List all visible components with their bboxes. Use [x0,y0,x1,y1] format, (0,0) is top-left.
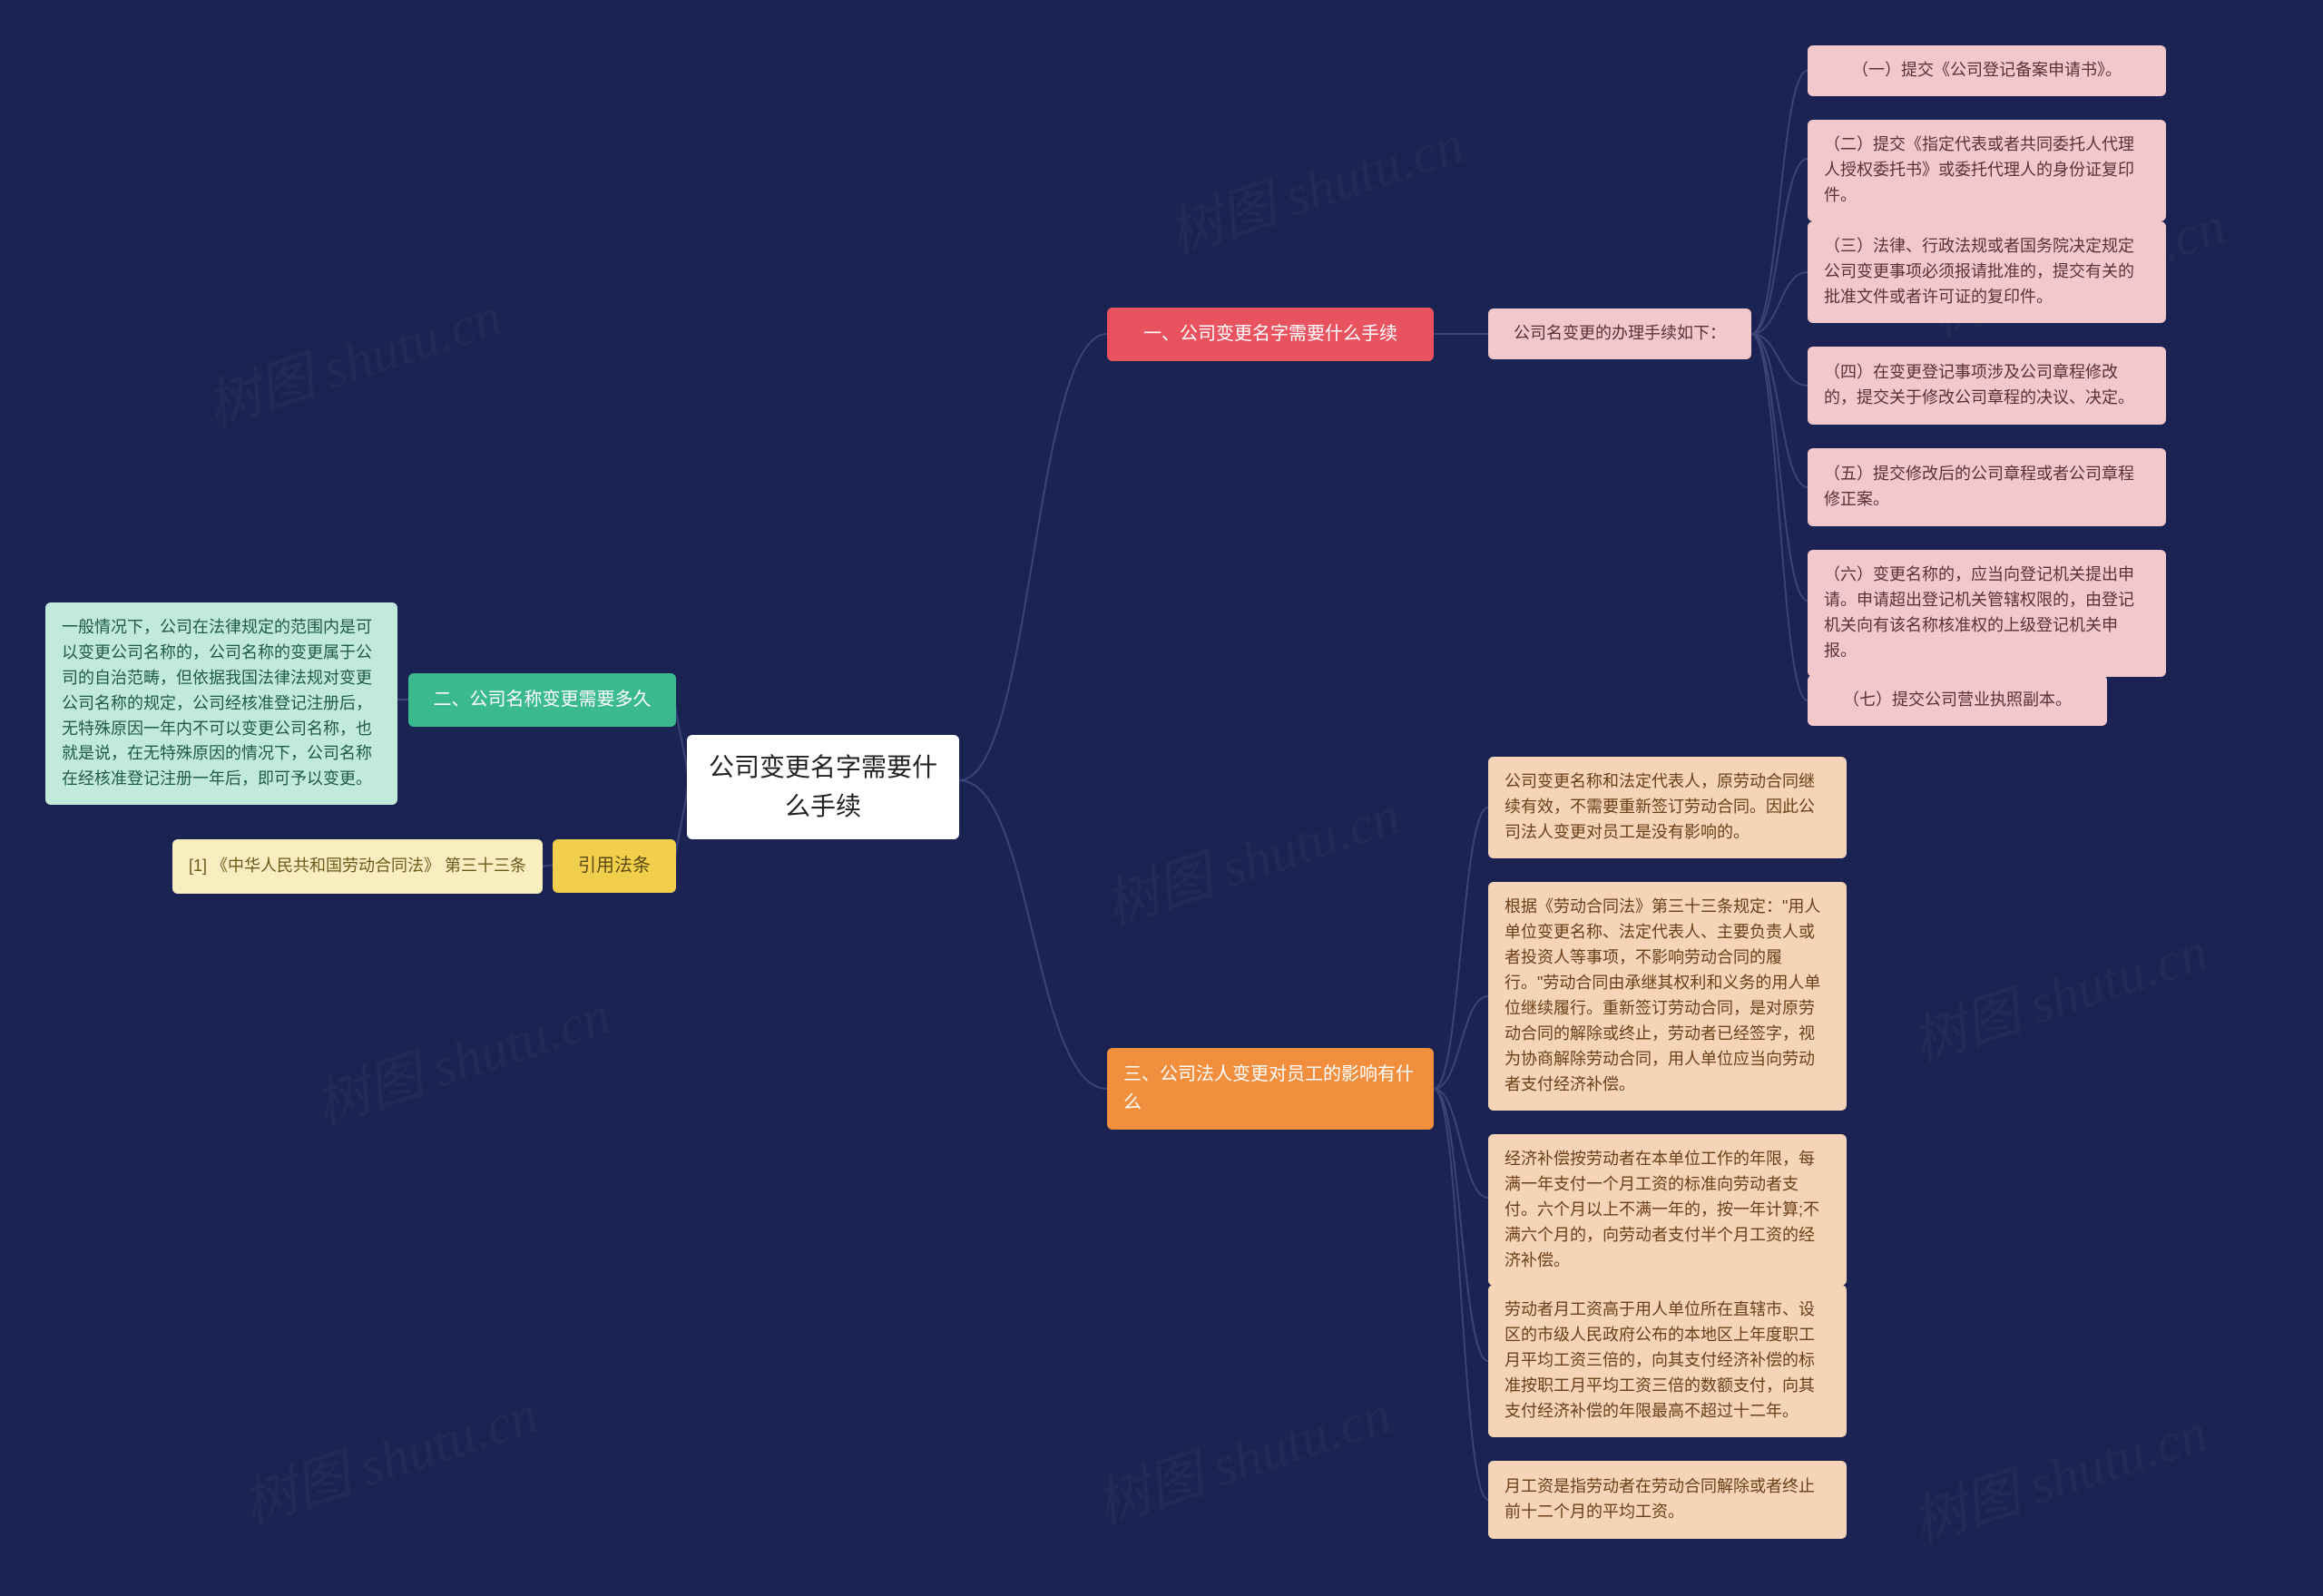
connector-root-b4 [675,780,688,865]
connector-b1_sub-b1_7 [1751,334,1808,700]
connector-b1_sub-b1_6 [1751,334,1808,601]
connector-b4-b4_1 [542,865,554,867]
watermark-text: 树图 shutu.cn [231,1370,546,1540]
mindmap-node-b3_1[interactable]: 公司变更名称和法定代表人，原劳动合同继续有效，不需要重新签订劳动合同。因此公司法… [1488,757,1847,858]
mindmap-node-b3_2[interactable]: 根据《劳动合同法》第三十三条规定："用人单位变更名称、法定代表人、主要负责人或者… [1488,882,1847,1111]
connector-b3-b3_5 [1434,1089,1488,1500]
watermark-text: 树图 shutu.cn [1084,1370,1399,1540]
watermark-text: 树图 shutu.cn [1093,771,1408,941]
connector-root-b1 [959,334,1107,780]
mindmap-node-b1_7[interactable]: （七）提交公司营业执照副本。 [1808,675,2107,726]
watermark-text: 树图 shutu.cn [195,272,510,442]
connector-root-b3 [959,780,1107,1089]
mindmap-node-b2[interactable]: 二、公司名称变更需要多久 [408,673,676,727]
connector-b3-b3_4 [1434,1089,1488,1361]
mindmap-node-b3_3[interactable]: 经济补偿按劳动者在本单位工作的年限，每满一年支付一个月工资的标准向劳动者支付。六… [1488,1134,1847,1286]
mindmap-node-b1_2[interactable]: （二）提交《指定代表或者共同委托人代理人授权委托书》或委托代理人的身份证复印件。 [1808,120,2166,221]
mindmap-node-b1_4[interactable]: （四）在变更登记事项涉及公司章程修改的，提交关于修改公司章程的决议、决定。 [1808,347,2166,425]
mindmap-node-b3_4[interactable]: 劳动者月工资高于用人单位所在直辖市、设区的市级人民政府公布的本地区上年度职工月平… [1488,1285,1847,1437]
connector-root-b2 [675,700,688,780]
watermark-text: 树图 shutu.cn [1901,907,2216,1077]
mindmap-node-b3_5[interactable]: 月工资是指劳动者在劳动合同解除或者终止前十二个月的平均工资。 [1488,1461,1847,1539]
connector-b3-b3_2 [1434,996,1488,1089]
connector-b1_sub-b1_5 [1751,334,1808,487]
mindmap-node-b4[interactable]: 引用法条 [553,839,676,893]
connector-b3-b3_3 [1434,1089,1488,1198]
mindmap-node-b1_3[interactable]: （三）法律、行政法规或者国务院决定规定公司变更事项必须报请批准的，提交有关的批准… [1808,221,2166,323]
connector-b1_sub-b1_4 [1751,334,1808,386]
watermark-text: 树图 shutu.cn [1157,100,1472,269]
watermark-text: 树图 shutu.cn [304,971,619,1141]
connector-b1_sub-b1_1 [1751,71,1808,334]
connector-b3-b3_1 [1434,808,1488,1089]
mindmap-node-b4_1[interactable]: [1] 《中华人民共和国劳动合同法》 第三十三条 [172,839,543,894]
mindmap-node-b1_6[interactable]: （六）变更名称的，应当向登记机关提出申请。申请超出登记机关管辖权限的，由登记机关… [1808,550,2166,677]
mindmap-node-b1_5[interactable]: （五）提交修改后的公司章程或者公司章程修正案。 [1808,448,2166,526]
watermark-text: 树图 shutu.cn [1901,1388,2216,1558]
mindmap-node-root[interactable]: 公司变更名字需要什么手续 [687,735,959,839]
mindmap-node-b1_sub[interactable]: 公司名变更的办理手续如下： [1488,308,1751,359]
connector-b1_sub-b1_2 [1751,159,1808,334]
mindmap-node-b2_1[interactable]: 一般情况下，公司在法律规定的范围内是可以变更公司名称的，公司名称的变更属于公司的… [45,602,397,805]
mindmap-node-b1_1[interactable]: （一）提交《公司登记备案申请书》。 [1808,45,2166,96]
mindmap-node-b3[interactable]: 三、公司法人变更对员工的影响有什么 [1107,1048,1434,1130]
mindmap-node-b1[interactable]: 一、公司变更名字需要什么手续 [1107,308,1434,361]
connector-b1_sub-b1_3 [1751,272,1808,334]
